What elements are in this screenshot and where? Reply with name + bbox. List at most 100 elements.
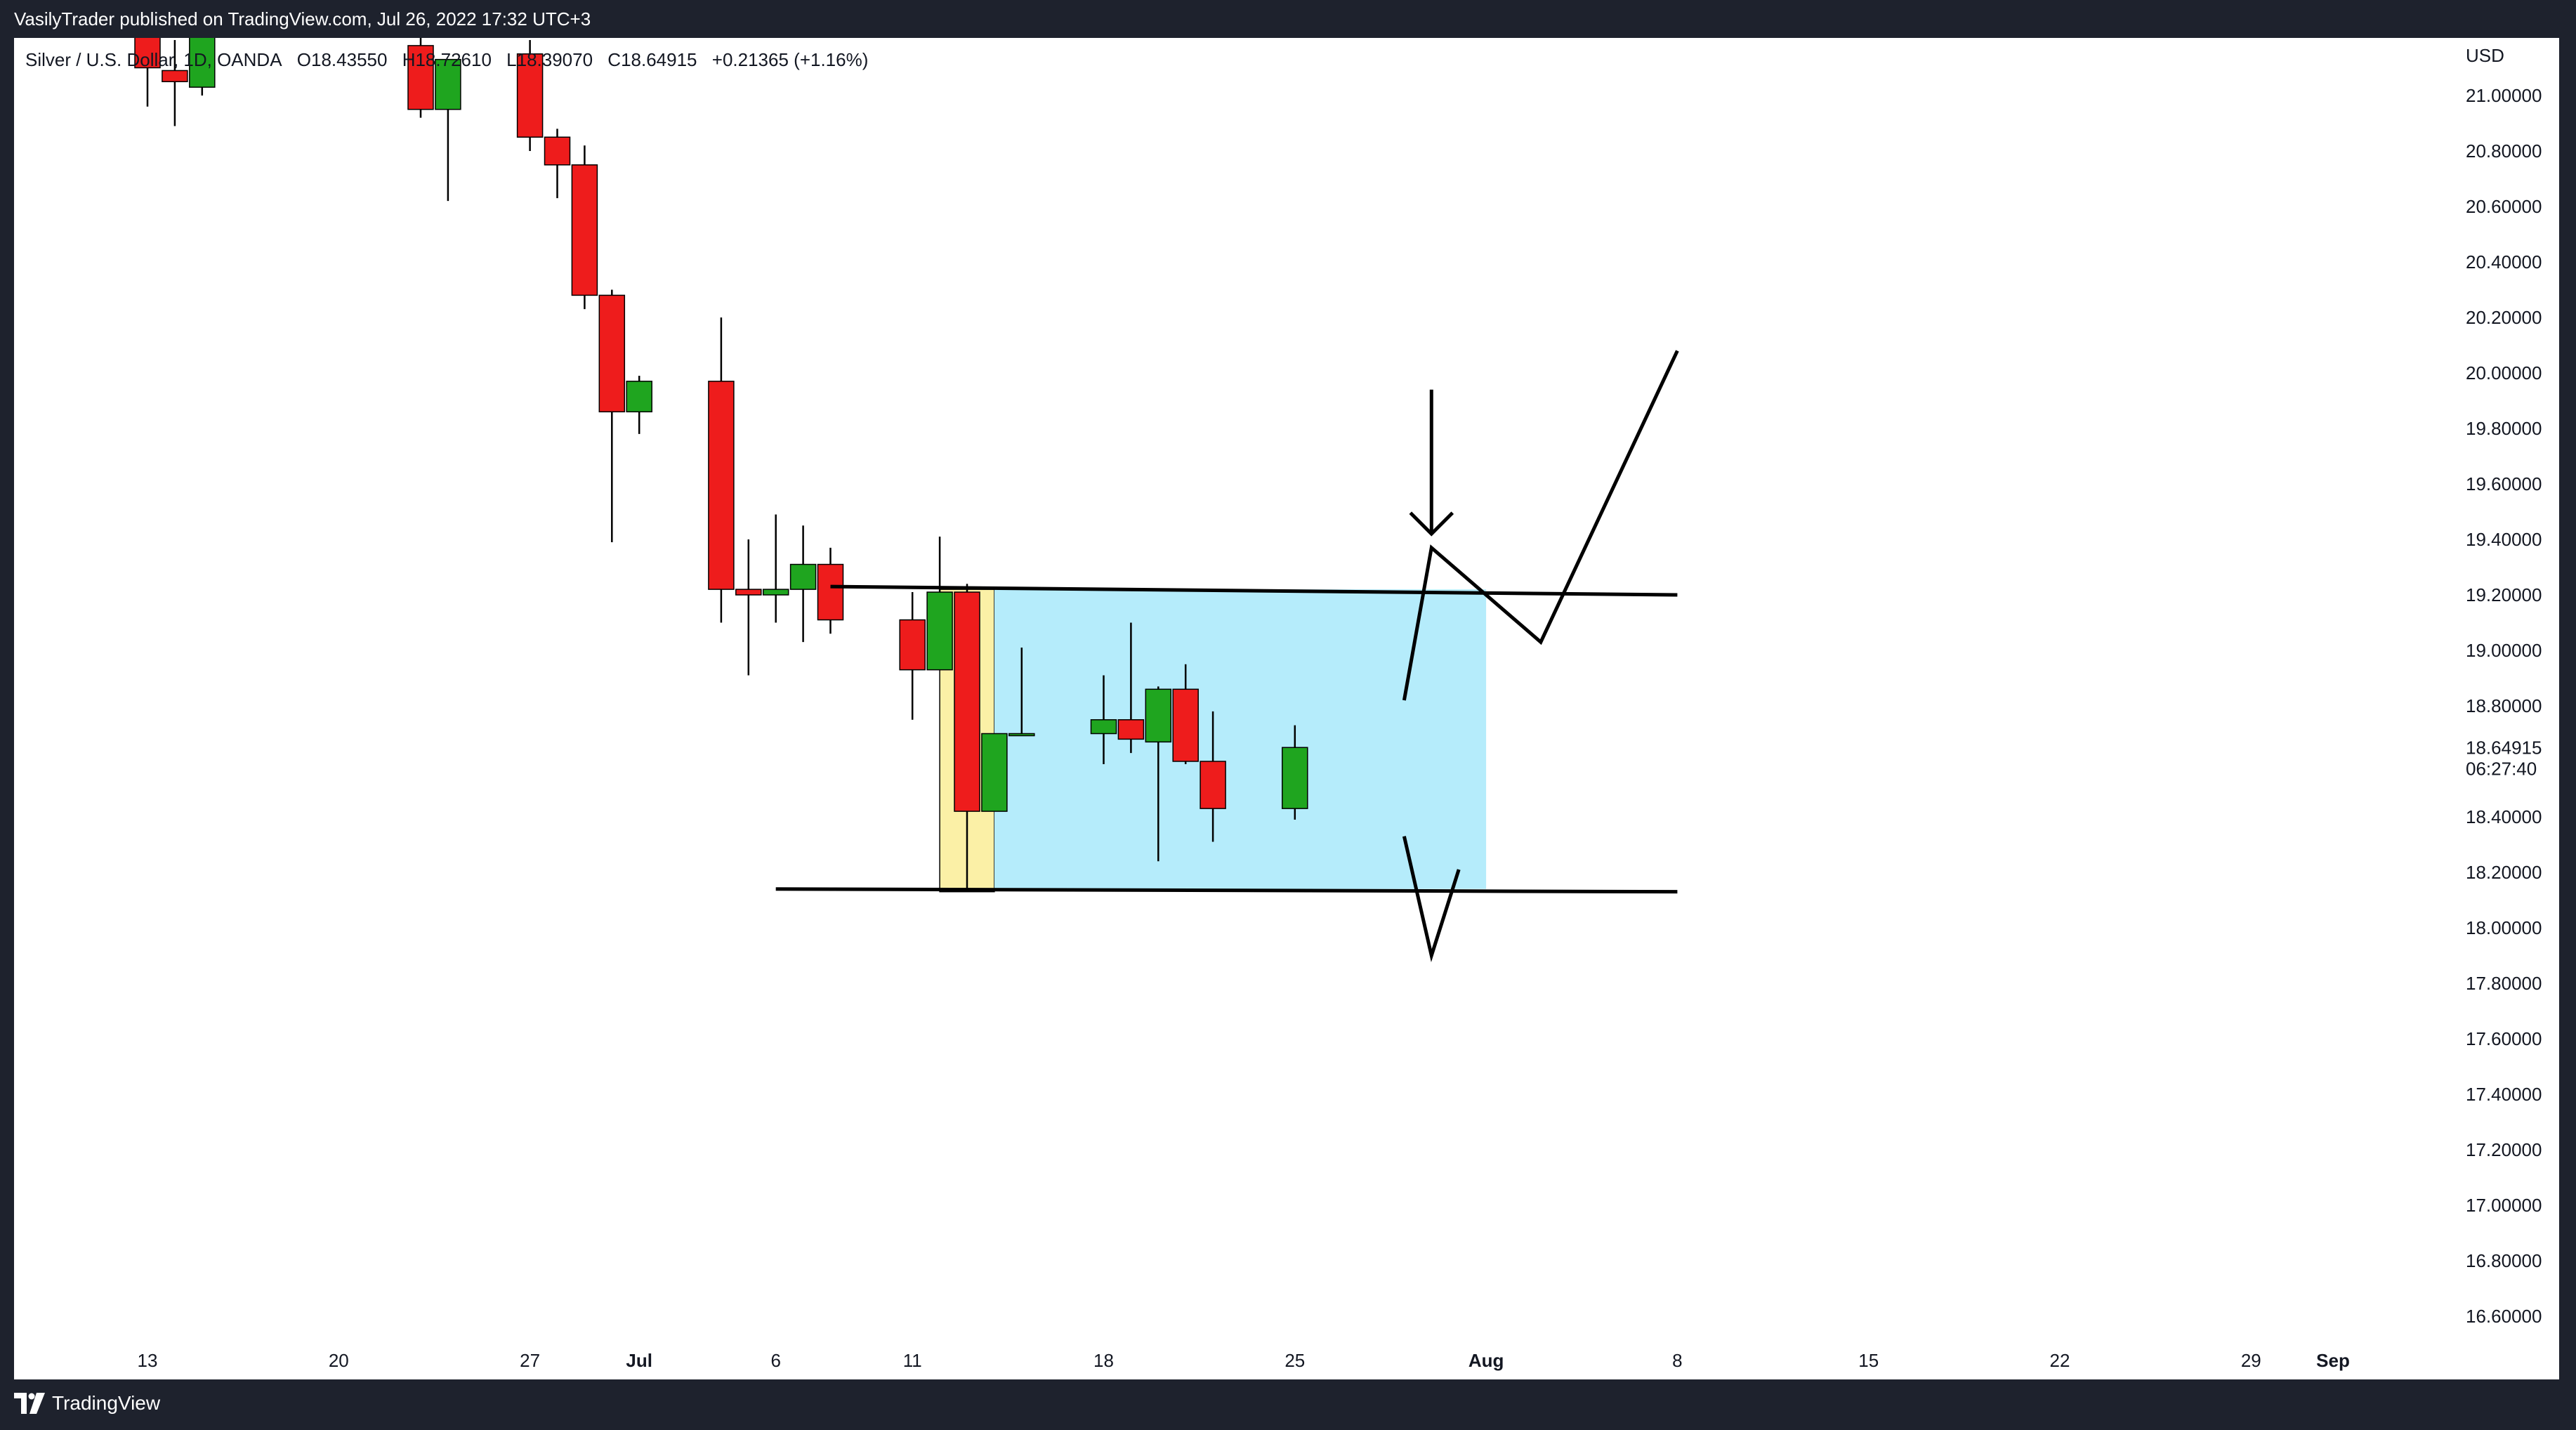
candle xyxy=(1172,664,1199,764)
candle-body-up xyxy=(189,38,216,88)
candle-body-down xyxy=(1117,719,1145,740)
publisher-line: VasilyTrader published on TradingView.co… xyxy=(14,8,591,29)
candle-body-down xyxy=(516,53,544,138)
candle xyxy=(817,547,844,634)
candle xyxy=(626,375,652,434)
legend-open: O18.43550 xyxy=(296,49,388,70)
bearish-projection-path xyxy=(1402,836,1461,962)
candles-layer xyxy=(134,38,1308,892)
time-tick-label: 22 xyxy=(2050,1350,2070,1371)
down-arrow-icon xyxy=(1409,389,1454,537)
price-tick-label: 18.20000 xyxy=(2466,862,2542,883)
candle xyxy=(516,40,544,151)
price-tick-label: 17.60000 xyxy=(2466,1028,2542,1049)
candle-body-up xyxy=(1090,719,1117,735)
time-tick-label: Aug xyxy=(1468,1350,1504,1371)
support-line xyxy=(775,887,1678,894)
time-tick-label: Sep xyxy=(2316,1350,2350,1371)
candle-body-down xyxy=(134,38,161,69)
resistance-line xyxy=(830,584,1678,597)
last-price-label: 18.64915 xyxy=(2466,737,2542,759)
time-tick-label: 6 xyxy=(770,1350,780,1371)
price-tick-label: 19.80000 xyxy=(2466,418,2542,439)
candle xyxy=(598,289,626,542)
price-tick-label: 18.40000 xyxy=(2466,806,2542,827)
candle xyxy=(926,537,953,671)
price-tick-label: 16.80000 xyxy=(2466,1250,2542,1271)
candle-body-down xyxy=(162,70,188,83)
time-tick-label: 13 xyxy=(138,1350,158,1371)
price-tick-label: 17.20000 xyxy=(2466,1139,2542,1160)
candle xyxy=(544,129,571,199)
candle xyxy=(762,514,789,623)
candle-body-down xyxy=(544,136,571,166)
time-tick-label: 29 xyxy=(2241,1350,2261,1371)
candle-body-down xyxy=(708,381,735,590)
candle xyxy=(1200,711,1226,842)
candle-body-down xyxy=(1172,688,1199,762)
candle xyxy=(189,38,216,96)
candle-body-up xyxy=(626,381,652,413)
candle xyxy=(1145,686,1172,862)
price-tick-label: 19.40000 xyxy=(2466,529,2542,550)
price-tick-label: 17.80000 xyxy=(2466,973,2542,994)
price-tick-label: 18.80000 xyxy=(2466,695,2542,716)
brand-name: TradingView xyxy=(52,1392,161,1414)
candle-body-up xyxy=(789,563,817,590)
price-axis[interactable]: USD 18.64915 06:27:40 21.00000 20.80000 20… xyxy=(2466,45,2542,1327)
candle xyxy=(435,58,461,202)
candle xyxy=(954,584,980,892)
price-chart[interactable]: USD 18.64915 06:27:40 21.00000 20.80000 20… xyxy=(14,38,2559,1379)
candle-body-up xyxy=(1145,688,1172,743)
price-tick-label: 21.00000 xyxy=(2466,85,2542,106)
candle xyxy=(1008,648,1035,737)
drawings-front-layer xyxy=(775,350,1679,962)
candle xyxy=(899,592,926,720)
candle xyxy=(571,145,598,310)
publisher-bar: VasilyTrader published on TradingView.co… xyxy=(0,0,2576,38)
time-tick-label: 25 xyxy=(1284,1350,1305,1371)
price-tick-label: 17.40000 xyxy=(2466,1084,2542,1105)
time-tick-label: 11 xyxy=(903,1350,922,1371)
candle xyxy=(789,525,817,643)
candle xyxy=(981,733,1008,812)
candle xyxy=(708,317,735,623)
symbol-legend: Silver / U.S. Dollar, 1D, OANDA O18.4355… xyxy=(25,49,878,71)
candle xyxy=(735,539,762,676)
legend-close: C18.64915 xyxy=(607,49,697,70)
candle xyxy=(407,38,434,118)
legend-symbol: Silver / U.S. Dollar, 1D, OANDA xyxy=(25,49,282,70)
candle-countdown-label: 06:27:40 xyxy=(2466,759,2537,780)
time-tick-label: 15 xyxy=(1858,1350,1879,1371)
candle-body-up xyxy=(926,591,953,671)
candle xyxy=(1282,725,1308,820)
candle-body-up xyxy=(762,589,789,596)
candle-body-down xyxy=(817,563,844,621)
tradingview-brand[interactable]: TradingView xyxy=(14,1392,160,1415)
price-tick-label: 19.00000 xyxy=(2466,640,2542,661)
time-tick-label: 18 xyxy=(1093,1350,1114,1371)
time-axis[interactable]: 13 20 27 Jul 6 11 18 25 Aug 8 15 22 29 Sep xyxy=(138,1350,2350,1371)
price-tick-label: 20.20000 xyxy=(2466,307,2542,328)
legend-change: +0.21365 (+1.16%) xyxy=(711,49,869,70)
price-tick-label: 20.00000 xyxy=(2466,362,2542,383)
time-tick-label: 20 xyxy=(329,1350,349,1371)
candle xyxy=(1090,675,1117,764)
candle xyxy=(162,40,188,126)
candle-body-down xyxy=(899,619,926,671)
bullish-projection-path xyxy=(1402,350,1679,701)
price-tick-label: 20.80000 xyxy=(2466,140,2542,162)
price-tick-label: 18.00000 xyxy=(2466,917,2542,938)
legend-low: L18.39070 xyxy=(506,49,593,70)
time-tick-label: 27 xyxy=(520,1350,540,1371)
candle xyxy=(134,38,161,107)
price-tick-label: 20.60000 xyxy=(2466,196,2542,217)
candle-body-down xyxy=(407,45,434,110)
candle-body-down xyxy=(1200,761,1226,809)
candle-body-down xyxy=(954,591,980,812)
chart-area[interactable]: USD 18.64915 06:27:40 21.00000 20.80000 20… xyxy=(14,38,2559,1379)
candle-body-up xyxy=(981,733,1008,812)
time-tick-label: 8 xyxy=(1672,1350,1682,1371)
candle-body-down xyxy=(598,294,626,413)
arrow-head xyxy=(1409,511,1454,537)
